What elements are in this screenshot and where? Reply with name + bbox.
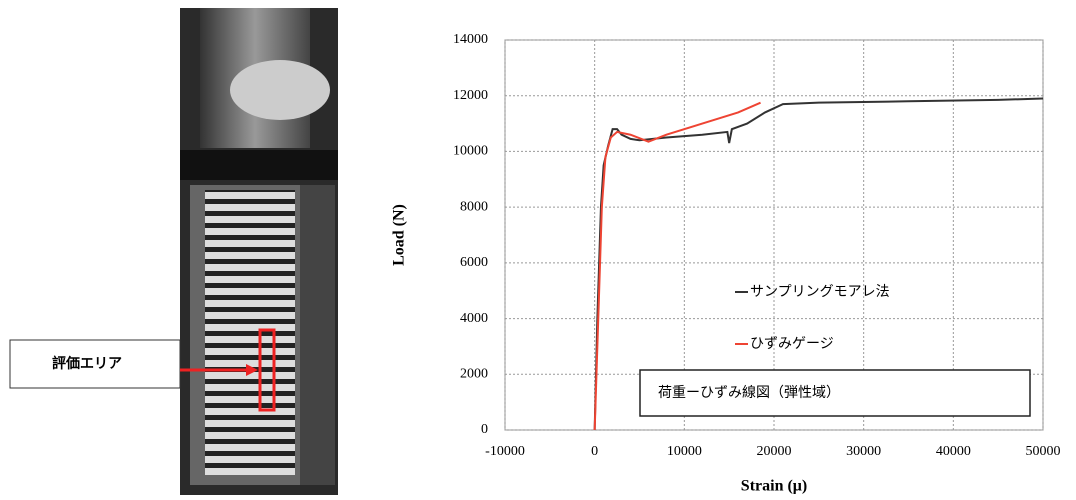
callout-label: 評価エリア [52,355,122,372]
specimen-photo [180,8,338,495]
x-tick-label: 40000 [936,444,971,459]
y-tick-label: 0 [481,422,488,437]
y-tick-label: 4000 [460,311,488,326]
y-axis-label: Load (N) [391,204,408,266]
legend-label: サンプリングモアレ法 [750,284,890,300]
annotation: 荷重ーひずみ線図（弾性域） [658,385,840,401]
y-tick-label: 10000 [453,144,488,159]
x-tick-label: -10000 [485,444,525,459]
y-tick-label: 12000 [453,88,488,103]
y-tick-label: 6000 [460,255,488,270]
x-tick-label: 50000 [1026,444,1061,459]
x-tick-label: 20000 [757,444,792,459]
x-tick-label: 0 [591,444,598,459]
y-tick-label: 14000 [453,32,488,47]
x-tick-label: 30000 [846,444,881,459]
y-tick-label: 8000 [460,199,488,214]
x-axis-label: Strain (μ) [741,478,807,495]
y-tick-label: 2000 [460,367,488,382]
page: 評価エリア Strain (μ) Load (N) 0 2000 4000 6000 8… [0,0,1076,500]
legend-label: ひずみゲージ [750,336,834,352]
x-tick-label: 10000 [667,444,702,459]
